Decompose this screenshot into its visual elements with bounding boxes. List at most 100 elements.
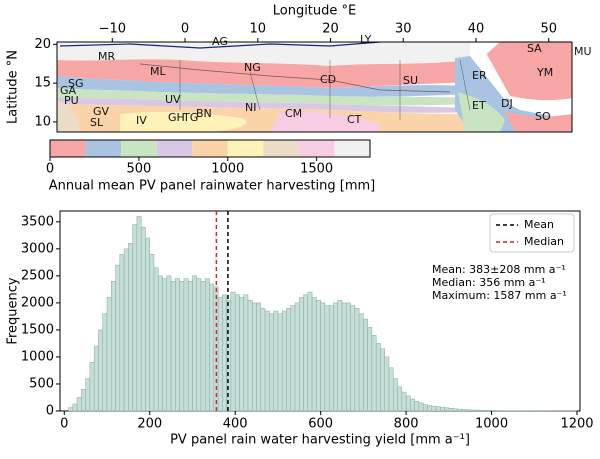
hist-bar bbox=[482, 410, 488, 412]
colorbar-frame bbox=[49, 139, 371, 158]
hist-bar bbox=[452, 408, 458, 412]
hist-bar bbox=[277, 313, 283, 412]
country-label: LY bbox=[360, 33, 372, 46]
x-tick-label: 600 bbox=[308, 417, 333, 432]
hist-bar bbox=[294, 302, 300, 412]
colorbar-bin bbox=[192, 140, 228, 157]
y-tick-label: 15 bbox=[34, 76, 51, 91]
hist-bar bbox=[179, 281, 185, 412]
hist-bar bbox=[431, 405, 437, 412]
hist-bar bbox=[158, 275, 163, 412]
hist-bar bbox=[162, 278, 168, 412]
hist-bar bbox=[136, 216, 142, 412]
hist-bar bbox=[123, 248, 129, 412]
hist-bar bbox=[281, 310, 287, 412]
colorbar-bin bbox=[85, 140, 122, 157]
country-label: ET bbox=[472, 99, 486, 112]
country-label: ML bbox=[150, 65, 166, 78]
hist-bar bbox=[384, 356, 390, 412]
hist-bar bbox=[196, 278, 202, 412]
hist-bar bbox=[469, 409, 475, 412]
hist-bar bbox=[427, 405, 432, 412]
hist-bar bbox=[222, 294, 227, 412]
legend-label: Median bbox=[524, 235, 564, 248]
country-label: CT bbox=[347, 113, 362, 126]
colorbar-tick-label: 1000 bbox=[211, 162, 244, 177]
x-tick-label: 50 bbox=[540, 22, 557, 37]
hist-bar bbox=[350, 305, 356, 412]
hist-bar bbox=[461, 409, 467, 412]
hist-bar bbox=[145, 237, 150, 412]
hist-bar bbox=[256, 302, 262, 412]
hist-bar bbox=[72, 403, 78, 412]
hist-bar bbox=[89, 362, 95, 412]
country-label: GH bbox=[168, 111, 185, 124]
hist-bar bbox=[401, 391, 407, 412]
hist-bar bbox=[371, 335, 377, 412]
hist-bar bbox=[440, 406, 445, 412]
hist-bar bbox=[217, 297, 223, 412]
country-label: BN bbox=[196, 107, 212, 120]
hist-bar bbox=[166, 275, 172, 412]
y-tick-label: 0 bbox=[46, 404, 54, 419]
hist-bar bbox=[111, 281, 116, 412]
annotation: Maximum: 1587 mm a⁻¹ bbox=[432, 289, 567, 302]
country-label: GV bbox=[93, 105, 110, 118]
hist-bar bbox=[234, 294, 240, 412]
hist-bar bbox=[307, 291, 313, 412]
x-tick-label: 0 bbox=[181, 22, 189, 37]
y-tick-label: 500 bbox=[29, 376, 54, 391]
y-tick-label: 20 bbox=[34, 37, 51, 52]
annotation: Mean: 383±208 mm a⁻¹ bbox=[432, 263, 566, 276]
colorbar-bin bbox=[156, 140, 193, 157]
y-axis-label: Latitude °N bbox=[6, 50, 21, 124]
hist-bar bbox=[478, 409, 484, 412]
country-label: AG bbox=[212, 35, 228, 48]
hist-bar bbox=[239, 297, 244, 412]
hist-bar bbox=[337, 299, 343, 412]
hist-bar bbox=[316, 299, 321, 412]
country-label: CD bbox=[320, 73, 336, 86]
y-tick-label: 1500 bbox=[21, 322, 54, 337]
country-label: NG bbox=[244, 61, 261, 74]
hist-bar bbox=[247, 299, 253, 412]
hist-bar bbox=[457, 408, 462, 412]
country-label: SA bbox=[527, 42, 542, 55]
hist-bar bbox=[68, 407, 74, 412]
hist-bar bbox=[435, 406, 441, 412]
x-tick-label: 1000 bbox=[475, 417, 508, 432]
x-axis-label: Longitude °E bbox=[273, 4, 357, 19]
hist-bar bbox=[119, 253, 125, 412]
hist-bar bbox=[106, 297, 112, 412]
y-tick-label: 2000 bbox=[21, 295, 54, 310]
x-tick-label: 20 bbox=[322, 22, 339, 37]
colorbar-label: Annual mean PV panel rainwater harvestin… bbox=[49, 179, 376, 194]
colorbar-tick-label: 0 bbox=[46, 162, 54, 177]
x-tick-label: 0 bbox=[60, 417, 68, 432]
hist-bar bbox=[320, 302, 326, 412]
hist-bar bbox=[230, 291, 236, 412]
colorbar-bin bbox=[121, 140, 157, 157]
hist-bar bbox=[448, 408, 454, 412]
country-label: UV bbox=[165, 93, 181, 106]
hist-bar bbox=[140, 226, 146, 412]
hist-bar bbox=[93, 345, 99, 412]
colorbar-tick-label: 1500 bbox=[300, 162, 333, 177]
hist-bar bbox=[388, 367, 394, 412]
x-axis-label: PV panel rain water harvesting yield [mm… bbox=[170, 433, 470, 448]
hist-bar bbox=[269, 313, 274, 412]
hist-bar bbox=[81, 389, 86, 412]
y-tick-label: 3500 bbox=[21, 214, 54, 229]
hist-bar bbox=[98, 329, 103, 412]
hist-bar bbox=[128, 243, 133, 412]
x-tick-label: 800 bbox=[394, 417, 419, 432]
hist-bar bbox=[192, 275, 197, 412]
hist-bar bbox=[260, 308, 266, 412]
hist-bar bbox=[149, 253, 155, 412]
map-frame bbox=[56, 41, 573, 133]
hist-bar bbox=[397, 386, 403, 412]
hist-bar bbox=[324, 305, 330, 412]
country-label: MR bbox=[98, 50, 115, 63]
hist-bar bbox=[264, 310, 270, 412]
country-label: IV bbox=[136, 114, 147, 127]
